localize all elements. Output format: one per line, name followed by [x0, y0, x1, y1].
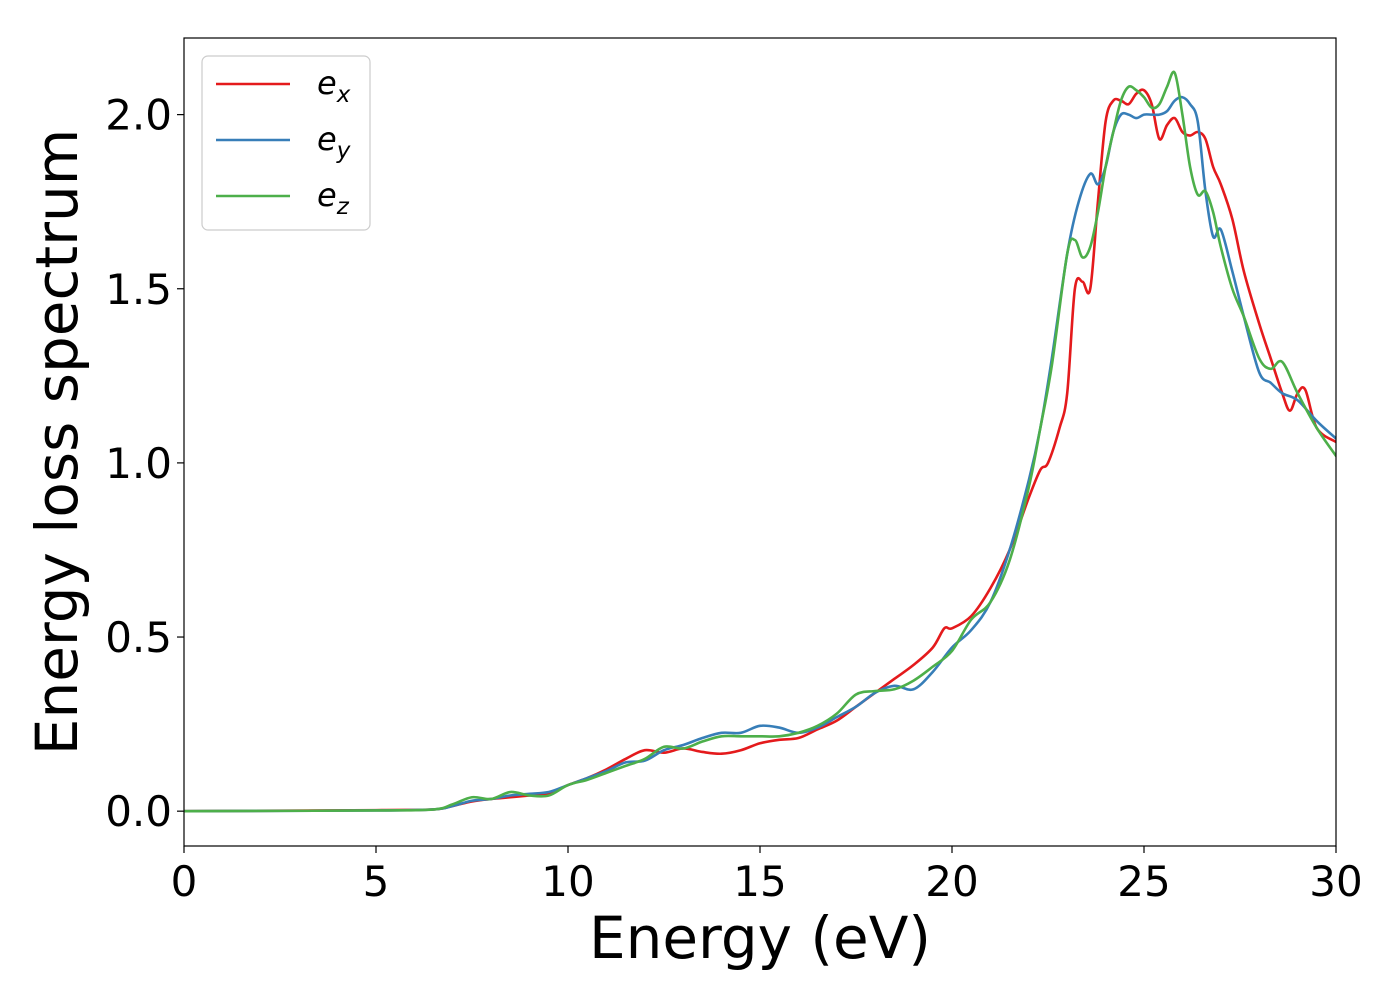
series-line-z	[184, 70, 1336, 813]
x-tick-label: 30	[1309, 857, 1362, 906]
legend: ex ey ez	[201, 55, 371, 231]
ticks-layer: 0 5 10 15 20 25 30 0.0 0.5 1.0 1.5 2.0	[105, 91, 1363, 906]
y-axis-label: Energy loss spectrum	[23, 129, 91, 755]
x-tick-label: 20	[925, 857, 978, 906]
x-axis-label: Energy (eV)	[589, 904, 931, 972]
legend-label-z: ez	[317, 176, 350, 220]
x-tick-label: 10	[541, 857, 594, 906]
legend-label-y: ey	[317, 120, 351, 164]
x-tick-label: 5	[363, 857, 390, 906]
legend-label-x: ex	[317, 64, 351, 108]
series-line-x	[184, 88, 1336, 813]
y-tick-label: 1.5	[105, 265, 172, 314]
y-tick-label: 0.0	[105, 787, 172, 836]
y-tick-label: 1.0	[105, 439, 172, 488]
series-layer	[184, 70, 1336, 813]
x-tick-label: 15	[733, 857, 786, 906]
x-tick-label: 0	[171, 857, 198, 906]
legend-box	[201, 55, 371, 231]
x-tick-label: 25	[1117, 857, 1170, 906]
series-line-y	[184, 95, 1336, 813]
y-tick-label: 0.5	[105, 613, 172, 662]
y-tick-label: 2.0	[105, 91, 172, 140]
